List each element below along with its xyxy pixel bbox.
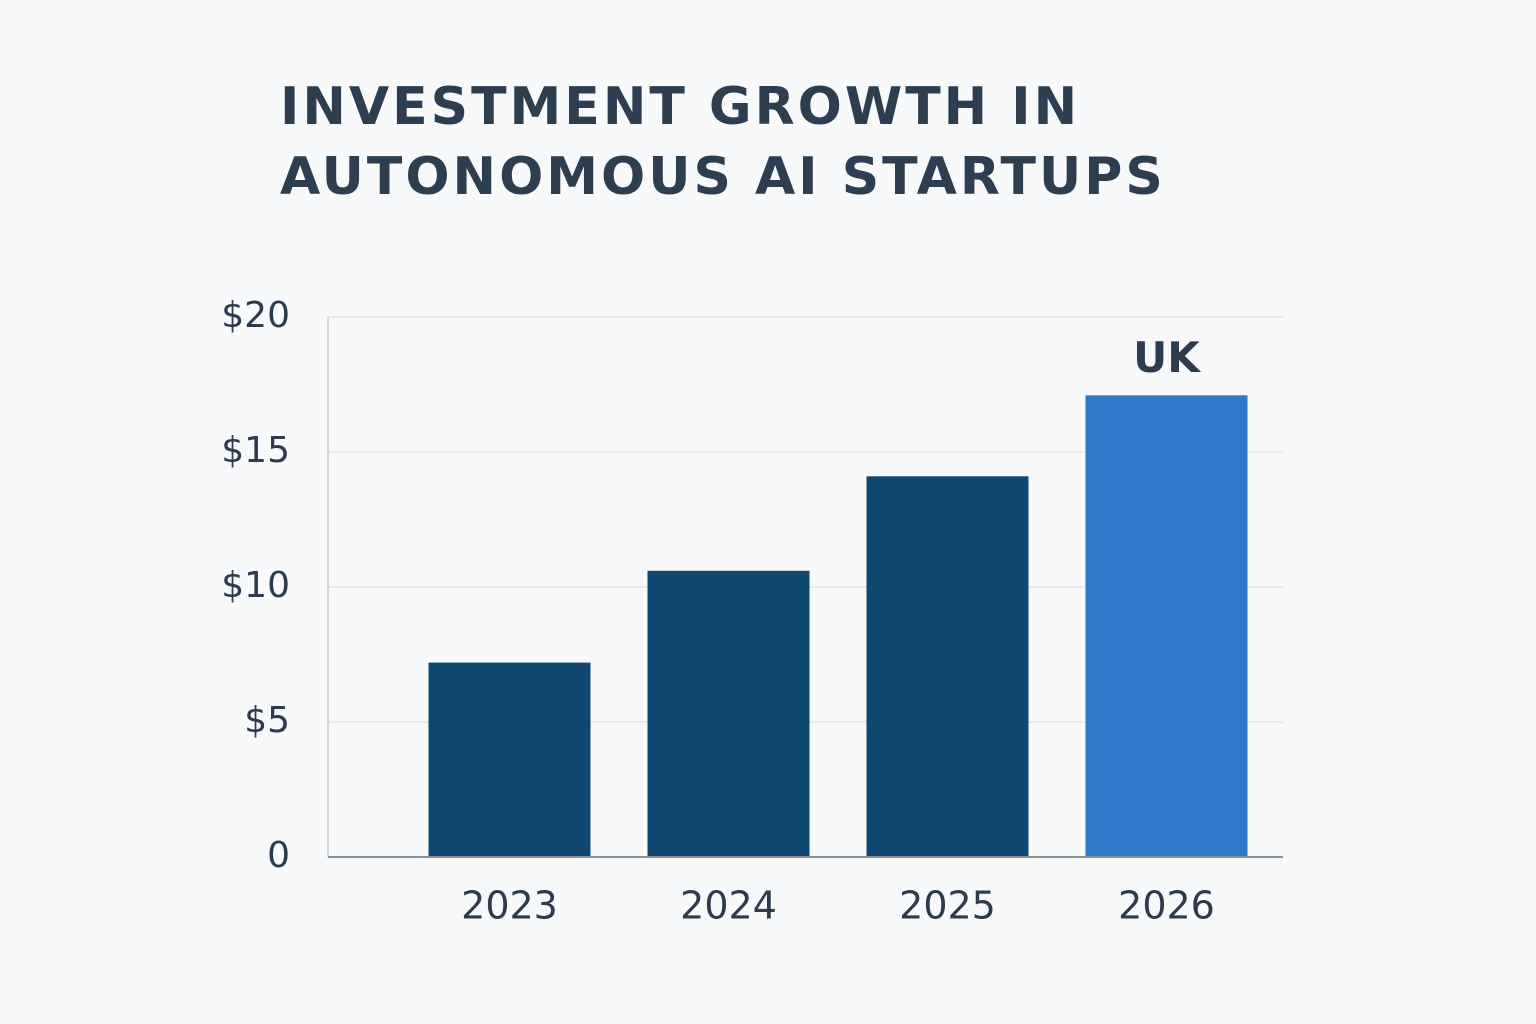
y-tick-label: $5 bbox=[244, 700, 290, 741]
chart-title: INVESTMENT GROWTH IN bbox=[280, 77, 1080, 137]
y-tick-label: 0 bbox=[267, 835, 290, 876]
x-tick-label: 2024 bbox=[680, 884, 777, 928]
y-tick-label: $10 bbox=[221, 565, 290, 606]
x-tick-label: 2026 bbox=[1118, 884, 1215, 928]
y-tick-label: $20 bbox=[221, 295, 290, 336]
y-tick-label: $15 bbox=[221, 430, 290, 471]
bar bbox=[647, 570, 810, 857]
chart-title: AUTONOMOUS AI STARTUPS bbox=[280, 147, 1166, 207]
x-tick-label: 2025 bbox=[899, 884, 996, 928]
x-tick-label: 2023 bbox=[461, 884, 558, 928]
annotation: UK bbox=[1133, 333, 1201, 382]
bar bbox=[428, 662, 591, 857]
bar bbox=[1085, 395, 1248, 857]
bar bbox=[866, 476, 1029, 857]
